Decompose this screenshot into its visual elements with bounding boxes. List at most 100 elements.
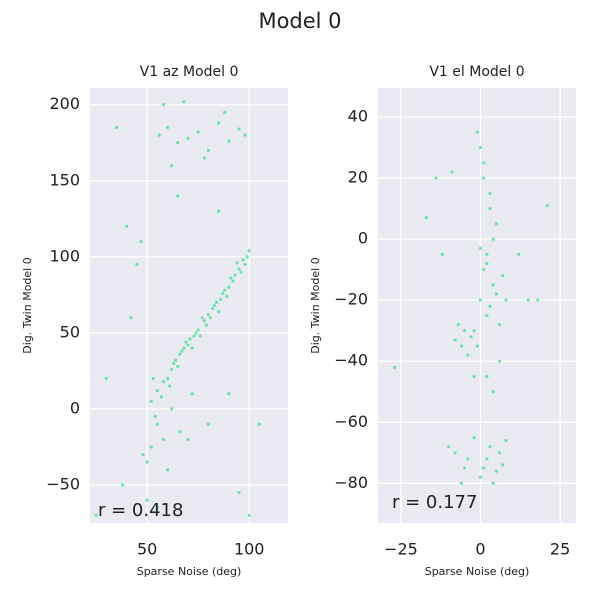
y-tick-label: 150 (49, 170, 80, 189)
y-tick-label: 200 (49, 94, 80, 113)
point (114, 125, 119, 130)
point (176, 141, 180, 145)
point (517, 252, 521, 256)
point (165, 125, 170, 130)
point (198, 334, 202, 338)
plot-area (378, 88, 576, 523)
point (488, 304, 492, 308)
point (491, 390, 495, 394)
point (482, 466, 486, 470)
point (184, 340, 188, 344)
x-tick-label: 0 (475, 540, 485, 559)
point (482, 268, 486, 272)
point (223, 110, 227, 114)
point (227, 285, 231, 289)
point (472, 329, 476, 333)
point (206, 148, 210, 152)
point (180, 349, 184, 353)
point (462, 466, 467, 470)
point (223, 288, 227, 292)
point (145, 460, 149, 464)
point (491, 237, 495, 241)
point (227, 139, 231, 143)
point (504, 438, 508, 443)
point (498, 451, 502, 455)
point (237, 490, 241, 495)
annotation: r = 0.418 (98, 500, 183, 521)
y-axis-label: Dig. Twin Model 0 (21, 257, 34, 353)
point (170, 163, 174, 168)
point (466, 353, 470, 357)
point (161, 379, 166, 384)
point (186, 343, 190, 347)
point (174, 358, 178, 362)
x-axis-label: Sparse Noise (deg) (137, 565, 242, 578)
point (545, 203, 549, 208)
point (504, 298, 508, 302)
point (129, 316, 133, 320)
point (149, 399, 153, 403)
point (494, 222, 499, 226)
point (121, 483, 125, 487)
point (466, 457, 470, 461)
y-axis-label: Dig. Twin Model 0 (309, 257, 322, 353)
point (485, 374, 489, 379)
point (196, 328, 200, 332)
point (243, 262, 247, 267)
point (182, 100, 186, 104)
point (94, 513, 98, 517)
point (196, 130, 200, 134)
point (216, 209, 221, 213)
point (243, 133, 247, 137)
point (482, 176, 486, 180)
point (165, 468, 170, 472)
point (155, 389, 159, 393)
x-axis-label: Sparse Noise (deg) (425, 565, 530, 578)
point (151, 376, 155, 381)
y-tick-label: 0 (70, 398, 80, 417)
point (155, 422, 159, 426)
point (453, 451, 457, 455)
point (176, 364, 180, 368)
point (472, 435, 476, 440)
point (225, 294, 229, 298)
point (501, 463, 505, 467)
point (182, 346, 186, 350)
point (485, 457, 489, 461)
point (434, 176, 438, 180)
point (192, 334, 196, 338)
y-tick-label: 40 (348, 107, 368, 126)
point (216, 121, 221, 125)
point (475, 344, 479, 348)
point (392, 365, 397, 369)
point (157, 133, 162, 137)
point (190, 346, 194, 350)
point (453, 338, 457, 342)
point (485, 313, 489, 318)
point (145, 498, 149, 502)
point (475, 130, 479, 134)
point (229, 276, 233, 280)
point (239, 270, 243, 274)
point (485, 252, 489, 256)
point (501, 274, 505, 278)
point (237, 127, 241, 131)
point (214, 300, 219, 305)
point (247, 513, 251, 517)
point (161, 437, 166, 441)
point (231, 279, 235, 283)
point (536, 298, 540, 302)
point (237, 267, 241, 271)
y-tick-label: −40 (334, 351, 368, 370)
y-tick-label: 50 (60, 322, 80, 341)
point (176, 194, 180, 198)
point (494, 292, 499, 296)
point (462, 329, 467, 333)
point (488, 191, 492, 195)
point (204, 323, 208, 327)
subplot-title: V1 az Model 0 (140, 64, 239, 80)
point (472, 374, 476, 379)
point (161, 103, 166, 107)
point (235, 261, 239, 265)
